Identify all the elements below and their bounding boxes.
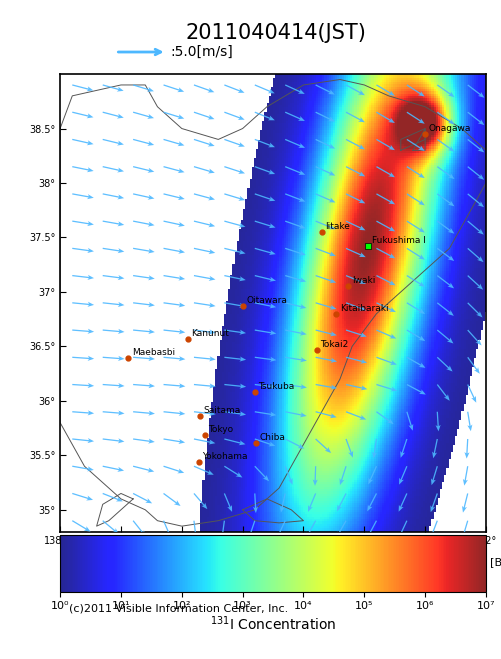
Text: Kanunut: Kanunut	[191, 329, 229, 337]
Text: Onagawa: Onagawa	[429, 124, 471, 133]
Text: Fukushima I: Fukushima I	[372, 236, 425, 245]
Text: Maebasbi: Maebasbi	[132, 349, 175, 357]
Text: Oitawara: Oitawara	[246, 296, 287, 305]
Text: Tokyo: Tokyo	[208, 424, 233, 434]
Text: Tokai2: Tokai2	[321, 339, 349, 349]
Text: Chiba: Chiba	[260, 433, 286, 442]
Text: (c)2011 Visible Information Center, Inc.: (c)2011 Visible Information Center, Inc.	[69, 604, 288, 614]
Text: Saitama: Saitama	[204, 406, 241, 415]
Text: Tsukuba: Tsukuba	[259, 382, 295, 391]
X-axis label: $^{131}$I Concentration: $^{131}$I Concentration	[210, 614, 336, 633]
Text: :5.0[m/s]: :5.0[m/s]	[171, 45, 233, 59]
Text: Yokohama: Yokohama	[202, 452, 248, 461]
Text: 2011040414(JST): 2011040414(JST)	[185, 23, 366, 43]
Text: Iitake: Iitake	[325, 222, 350, 231]
Text: Iwaki: Iwaki	[352, 276, 376, 285]
Text: Kitaibaraki: Kitaibaraki	[340, 304, 389, 312]
Text: [Bq/m³]: [Bq/m³]	[490, 558, 501, 568]
